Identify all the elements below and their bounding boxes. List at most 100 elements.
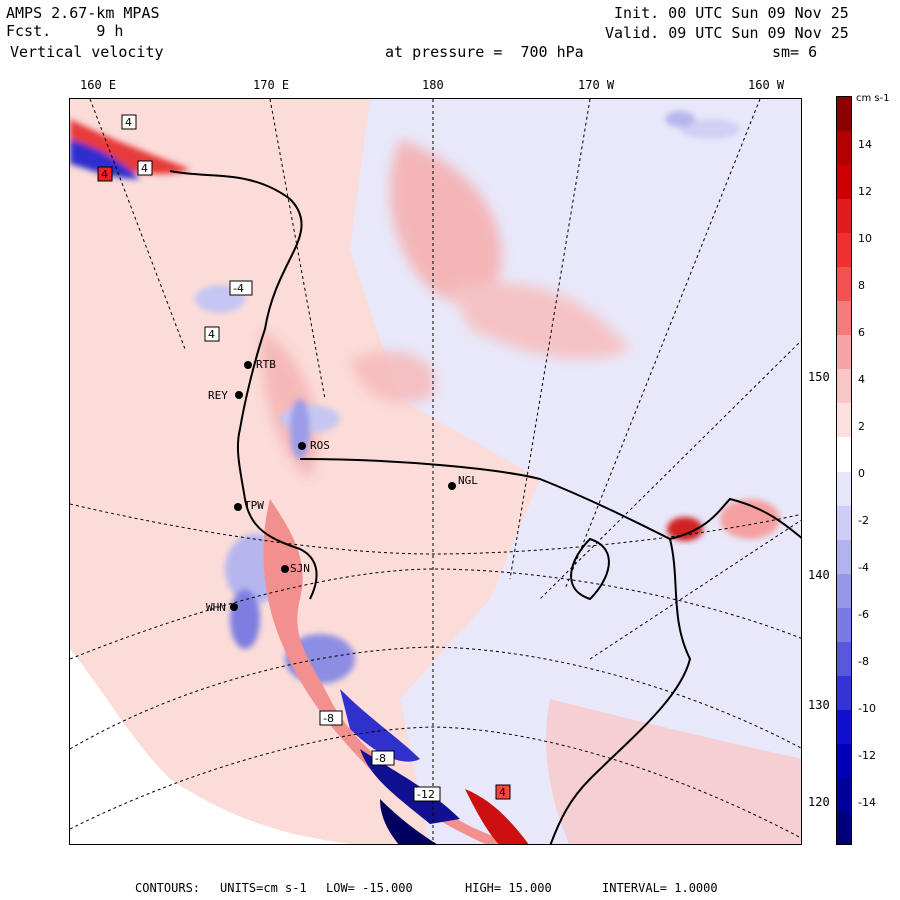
coastline [169, 170, 801, 844]
station-tpw: TPW [234, 499, 264, 512]
colorbar-block [837, 675, 851, 711]
box-label-9: 4 [495, 784, 511, 800]
colorbar-tick-label: -8 [858, 655, 869, 668]
lon-label-160e: 160 E [80, 78, 117, 92]
colorbar-tick-label: 8 [858, 279, 865, 292]
colorbar-tick-label: -14 [858, 796, 876, 809]
svg-text:SJN: SJN [290, 562, 310, 575]
lat-label-150w: 150 W [808, 370, 845, 384]
model-title: AMPS 2.67-km MPAS [6, 4, 160, 22]
svg-text:TPW: TPW [244, 499, 264, 512]
colorbar-tick-label: 10 [858, 232, 872, 245]
svg-text:ROS: ROS [310, 439, 330, 452]
footer-interval: INTERVAL= 1.0000 [602, 881, 718, 895]
svg-text:4: 4 [101, 168, 108, 181]
box-label-6: -8 [319, 710, 343, 726]
svg-text:NGL: NGL [458, 474, 478, 487]
svg-text:-4: -4 [233, 282, 244, 295]
lat-label-140w: 140 W [808, 568, 845, 582]
footer-low: LOW= -15.000 [326, 881, 413, 895]
no-data-region [70, 649, 351, 844]
box-label-4: -4 [229, 280, 253, 296]
footer-units: UNITS=cm s-1 [220, 881, 307, 895]
colorbar-block [837, 301, 851, 336]
field-name: Vertical velocity [10, 43, 164, 61]
pressure-level: at pressure = 700 hPa [385, 43, 584, 61]
map-panel: 4 4 4 -4 4 -8 -8 -12 4 ROS NGL REY TPW W… [69, 98, 802, 845]
box-label-5: 4 [204, 326, 220, 342]
colorbar-block [837, 607, 851, 643]
station-ros: ROS [298, 439, 330, 452]
colorbar-tick-label: -2 [858, 514, 869, 527]
box-label-2: 4 [137, 160, 153, 176]
footer-high: HIGH= 15.000 [465, 881, 552, 895]
colorbar-tick-label: 14 [858, 138, 872, 151]
box-label-8: -12 [413, 786, 441, 802]
forecast-hour: 9 h [96, 22, 124, 40]
east-feature [667, 499, 780, 541]
svg-text:RTB: RTB [256, 358, 276, 371]
lon-label-160w: 160 W [748, 78, 785, 92]
station-whn: WHN [206, 601, 238, 614]
colorbar-block [837, 811, 851, 844]
northwest-streak [70, 119, 190, 179]
init-time: Init. 00 UTC Sun 09 Nov 25 [614, 4, 849, 22]
svg-text:4: 4 [499, 786, 506, 799]
lon-label-170w: 170 W [578, 78, 615, 92]
svg-text:4: 4 [141, 162, 148, 175]
svg-text:WHN: WHN [206, 601, 226, 614]
svg-text:-8: -8 [375, 752, 386, 765]
colorbar-block [837, 403, 851, 438]
station-rtb: RTB [244, 358, 276, 371]
colorbar-unit: cm s-1 [856, 93, 890, 104]
colorbar-tick-label: -4 [858, 561, 869, 574]
colorbar-tick-label: 0 [858, 467, 865, 480]
footer-contours-label: CONTOURS: [135, 881, 201, 895]
smoothing-value: sm= 6 [772, 43, 818, 61]
lon-label-170e: 170 E [253, 78, 290, 92]
svg-text:-12: -12 [417, 788, 435, 801]
colorbar-block [837, 743, 851, 779]
svg-text:REY: REY [208, 389, 228, 402]
colorbar-tick-label: -6 [858, 608, 869, 621]
colorbar-tick-label: -12 [858, 749, 876, 762]
positive-lobes [260, 139, 630, 479]
colorbar-block [837, 505, 851, 541]
colorbar-tick-label: 4 [858, 373, 865, 386]
colorbar-block [837, 165, 851, 200]
mountain-band [263, 499, 529, 844]
colorbar-tick-label: 2 [858, 420, 865, 433]
box-label-1: 4 [121, 114, 137, 130]
colorbar-block [837, 131, 851, 166]
colorbar-block [837, 777, 851, 813]
colorbar-block [837, 267, 851, 302]
colorbar-block [837, 573, 851, 609]
colorbar-block [837, 471, 851, 507]
colorbar-block [837, 233, 851, 268]
forecast-label: Fcst. 9 h [6, 22, 123, 40]
colorbar-block [837, 97, 851, 132]
svg-text:4: 4 [208, 328, 215, 341]
colorbar-block [837, 709, 851, 745]
station-sjn: SJN [281, 562, 310, 575]
colorbar-block [837, 335, 851, 370]
station-rey: REY [208, 389, 243, 402]
colorbar-tick-label: -10 [858, 702, 876, 715]
lat-label-130w: 130 W [808, 698, 845, 712]
contour-box-labels: 4 4 4 -4 4 -8 -8 -12 4 [97, 114, 511, 802]
colorbar-tick-label: 6 [858, 326, 865, 339]
lat-lon-grid [70, 99, 801, 844]
svg-text:-8: -8 [323, 712, 334, 725]
colorbar-block [837, 199, 851, 234]
colorbar-block [837, 369, 851, 404]
colorbar-block [837, 437, 851, 472]
station-ngl: NGL [448, 474, 478, 490]
colorbar-tick-label: 12 [858, 185, 872, 198]
vertical-velocity-map: 4 4 4 -4 4 -8 -8 -12 4 ROS NGL REY TPW W… [70, 99, 801, 844]
southeast-positive [546, 699, 801, 844]
lon-label-180: 180 [422, 78, 444, 92]
svg-text:4: 4 [125, 116, 132, 129]
lat-label-120w: 120 W [808, 795, 845, 809]
forecast-label-text: Fcst. [6, 22, 52, 40]
valid-time: Valid. 09 UTC Sun 09 Nov 25 [605, 24, 849, 42]
